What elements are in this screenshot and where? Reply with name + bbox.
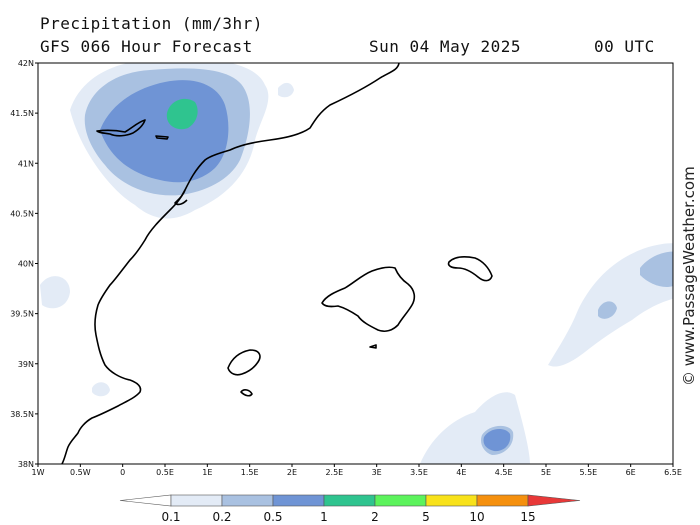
precip-area-northwest-1 [166,98,198,130]
lon-tick-label: 6E [626,468,636,477]
scale-swatch [272,494,325,507]
lat-tick-label: 39.5N [10,310,34,319]
scale-over-arrow [527,494,581,507]
precip-area-gulf [278,82,294,98]
cabrera-coastline [369,344,377,349]
scale-label: 15 [520,510,535,524]
ibiza-coastline [227,349,261,376]
mainland-coastline [61,63,400,464]
scale-label: 0.1 [161,510,180,524]
scale-label: 5 [422,510,430,524]
lon-tick-label: 2.5E [325,468,343,477]
scale-swatch [221,494,274,507]
inland-lake-outline [155,135,169,140]
lon-tick-label: 5E [541,468,551,477]
scale-swatch [170,494,223,507]
lat-tick-label: 41N [18,159,34,168]
lon-tick-label: 2E [287,468,297,477]
scale-label: 1 [320,510,328,524]
coastlines [61,63,493,464]
site-credit: © www.PassageWeather.com [680,166,698,386]
scale-swatch [476,494,529,507]
scale-swatch [374,494,427,507]
lon-tick-label: 0.5W [70,468,91,477]
scale-under-arrow [119,494,172,507]
precip-area-southeast-0.5 [483,428,511,452]
forecast-hour-label: GFS 066 Hour Forecast [40,37,253,56]
scale-label: 10 [469,510,484,524]
forecast-time: 00 UTC [594,37,655,56]
lon-tick-label: 5.5E [579,468,597,477]
scale-swatch [323,494,376,507]
precip-area-east-small-0.2 [598,301,617,319]
precip-area-east-0.2 [640,251,673,287]
map-title: Precipitation (mm/3hr) [40,14,263,33]
lat-tick-label: 38N [18,460,34,469]
lat-tick-label: 40N [18,260,34,269]
inland-reservoir-outline [96,119,146,137]
lon-tick-label: 0.5E [156,468,174,477]
precipitation-color-scale: 0.1 0.2 0.5 1 2 5 10 15 [119,494,581,524]
ebro-delta-coastline [174,189,188,206]
lat-tick-label: 42N [18,59,34,68]
latitude-axis: 42N 41.5N 41N 40.5N 40N 39.5N 39N 38.5N 38N [10,59,38,469]
scale-swatch [425,494,478,507]
lon-tick-label: 1E [202,468,212,477]
precip-area-southeast [420,392,530,464]
mallorca-coastline [321,266,416,332]
lon-tick-label: 6.5E [664,468,682,477]
forecast-date: Sun 04 May 2025 [369,37,521,56]
lon-tick-label: 4E [456,468,466,477]
precip-area-west-coast [40,276,70,309]
lat-tick-label: 38.5N [10,410,34,419]
lon-tick-label: 0 [120,468,125,477]
menorca-coastline [447,256,493,282]
lon-tick-label: 3.5E [410,468,428,477]
lon-tick-label: 3E [372,468,382,477]
scale-label: 2 [371,510,379,524]
longitude-axis: 1W 0.5W 0 0.5E 1E 1.5E 2E 2.5E 3E 3.5E 4E 4.5E 5E 5.5… [32,464,682,477]
scale-label: 0.5 [263,510,282,524]
formentera-coastline [240,389,253,397]
precip-area-south-coast [92,382,110,397]
lon-tick-label: 1.5E [241,468,259,477]
lon-tick-label: 4.5E [495,468,513,477]
lat-tick-label: 40.5N [10,209,34,218]
precipitation-field [40,63,673,464]
lat-tick-label: 41.5N [10,109,34,118]
scale-label: 0.2 [212,510,231,524]
lat-tick-label: 39N [18,360,34,369]
lon-tick-label: 1W [32,468,45,477]
